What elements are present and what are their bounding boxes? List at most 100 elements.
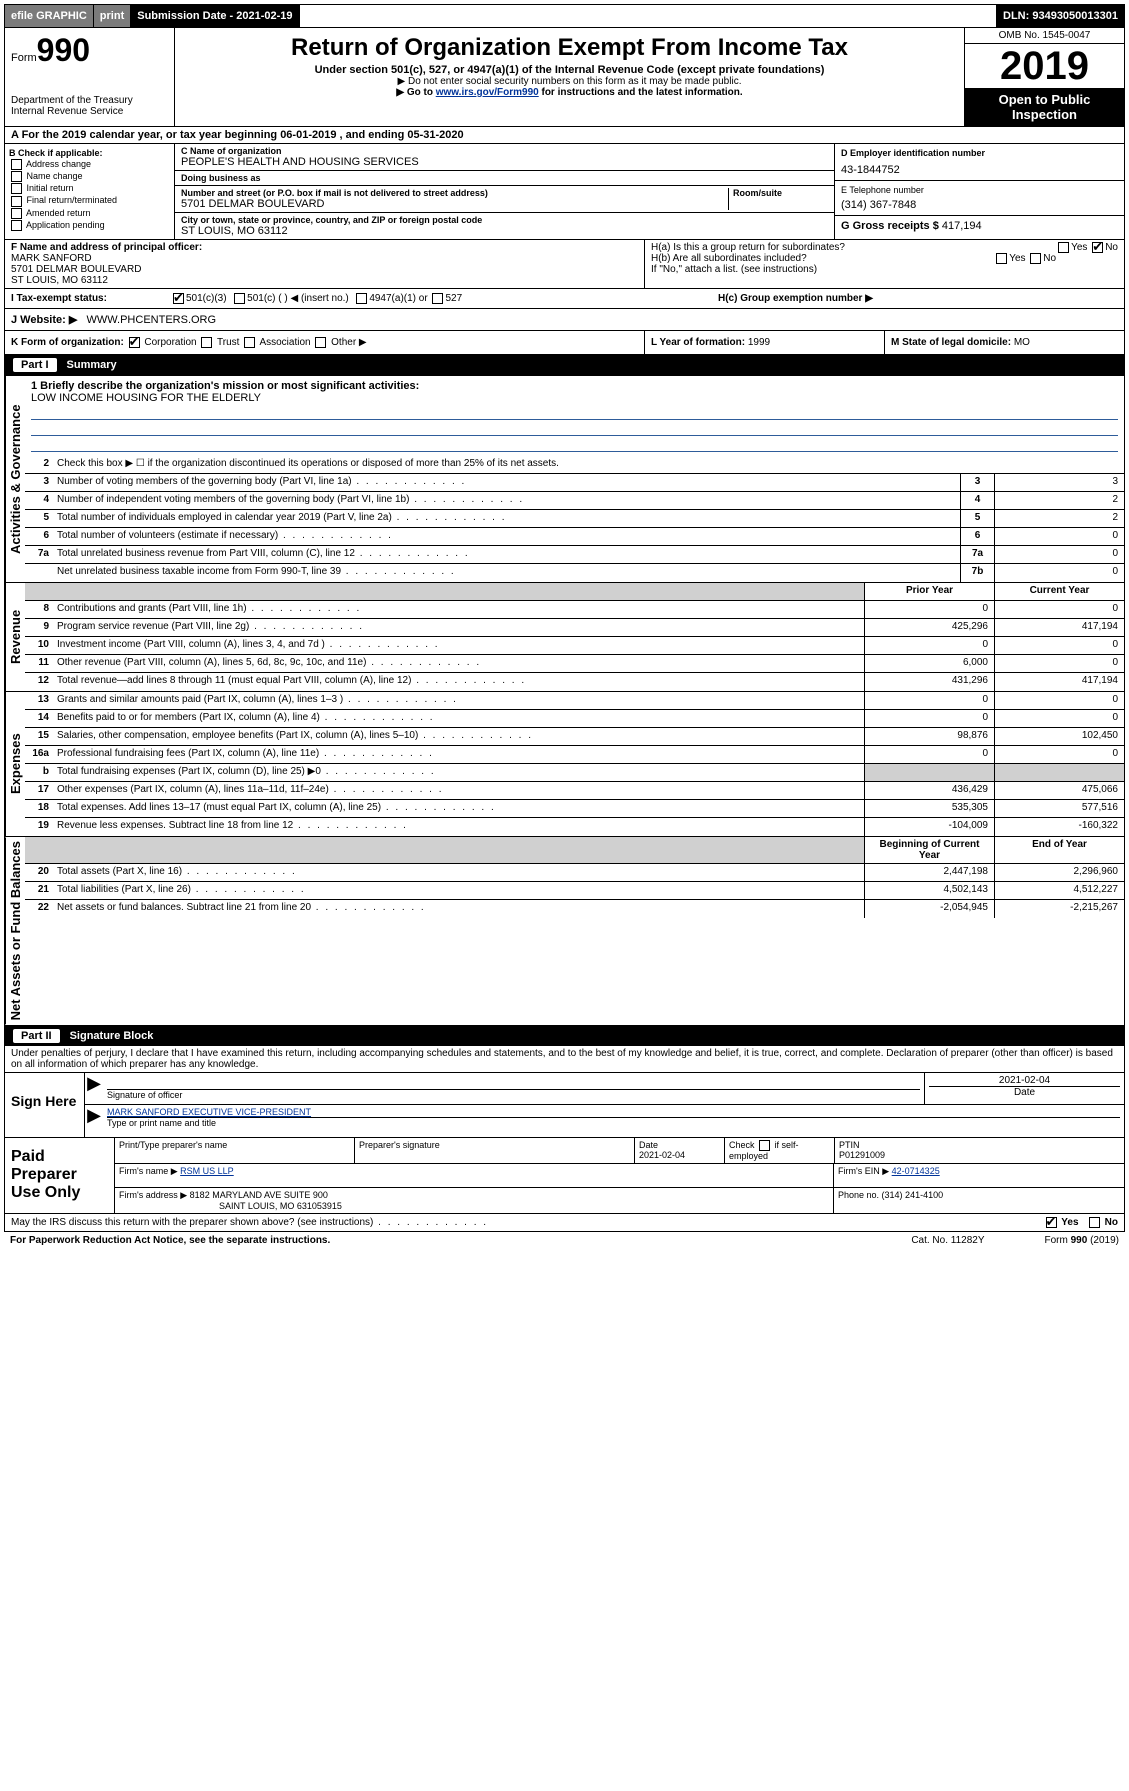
current-val: 0 (994, 601, 1124, 618)
phone: (314) 367-7848 (841, 199, 1118, 211)
table-row: 15Salaries, other compensation, employee… (25, 728, 1124, 746)
line-num: 16a (25, 746, 53, 763)
chk-501c3[interactable] (173, 293, 184, 304)
chk-selfemp[interactable] (759, 1140, 770, 1151)
sig-date: 2021-02-04 Date (924, 1073, 1124, 1104)
hb-yes-chk[interactable] (996, 253, 1007, 264)
line-num: 10 (25, 637, 53, 654)
line-text: Total number of volunteers (estimate if … (53, 528, 960, 545)
submission-date: Submission Date - 2021-02-19 (131, 5, 299, 27)
room-lbl: Room/suite (733, 188, 828, 198)
line-num: 15 (25, 728, 53, 745)
ha-yes-chk[interactable] (1058, 242, 1069, 253)
current-val: 4,512,227 (994, 882, 1124, 899)
prep-sig-lbl: Preparer's signature (355, 1138, 635, 1163)
chk-name-change[interactable]: Name change (9, 171, 170, 182)
preparer-label: Paid Preparer Use Only (5, 1138, 115, 1213)
form-number: Form990 (11, 32, 168, 69)
dln-text: DLN: 93493050013301 (1003, 10, 1118, 22)
l-val: 1999 (748, 337, 770, 348)
firm-ein-link[interactable]: 42-0714325 (892, 1166, 940, 1176)
chk-pending[interactable]: Application pending (9, 220, 170, 231)
hc-text: H(c) Group exemption number ▶ (718, 293, 873, 304)
prior-val: 535,305 (864, 800, 994, 817)
irs-link[interactable]: www.irs.gov/Form990 (436, 87, 539, 98)
efile-button[interactable]: efile GRAPHIC (5, 5, 94, 27)
chk-address-change[interactable]: Address change (9, 159, 170, 170)
chk-501c[interactable] (234, 293, 245, 304)
prior-val: 98,876 (864, 728, 994, 745)
mission-line (31, 420, 1118, 436)
cat-no: Cat. No. 11282Y (911, 1235, 984, 1246)
note2-pre: ▶ Go to (396, 87, 435, 98)
form-body: Form990 Department of the Treasury Inter… (4, 28, 1125, 1232)
prior-val: 425,296 (864, 619, 994, 636)
line-num: 19 (25, 818, 53, 836)
chk-527[interactable] (432, 293, 443, 304)
line-text: Net assets or fund balances. Subtract li… (53, 900, 864, 918)
org-name-lbl: C Name of organization (181, 146, 828, 156)
table-row: 18Total expenses. Add lines 13–17 (must … (25, 800, 1124, 818)
current-val (994, 764, 1124, 781)
website: WWW.PHCENTERS.ORG (87, 314, 217, 326)
current-val: -160,322 (994, 818, 1124, 836)
chk-4947[interactable] (356, 293, 367, 304)
line-val: 2 (994, 492, 1124, 509)
line-num: 21 (25, 882, 53, 899)
table-row: 5Total number of individuals employed in… (25, 510, 1124, 528)
line-val: 3 (994, 474, 1124, 491)
officer-name: MARK SANFORD (11, 253, 92, 264)
part1-header: Part I Summary (5, 354, 1124, 375)
m-val: MO (1014, 337, 1030, 348)
line-num: 14 (25, 710, 53, 727)
chk-trust[interactable] (201, 337, 212, 348)
prep-row2: Firm's name ▶ RSM US LLP Firm's EIN ▶ 42… (115, 1164, 1124, 1188)
dln: DLN: 93493050013301 (997, 5, 1124, 27)
firm-link[interactable]: RSM US LLP (180, 1166, 234, 1176)
box-h: H(a) Is this a group return for subordin… (644, 240, 1124, 288)
ha-no-chk[interactable] (1092, 242, 1103, 253)
line-text: Other revenue (Part VIII, column (A), li… (53, 655, 864, 672)
prior-val: -104,009 (864, 818, 994, 836)
line-key: 5 (960, 510, 994, 527)
k-o4: Other ▶ (331, 337, 366, 348)
checkbox-icon (11, 171, 22, 182)
i-o4: 527 (445, 293, 462, 304)
chk-other[interactable] (315, 337, 326, 348)
line-2: 2 Check this box ▶ ☐ if the organization… (25, 456, 1124, 474)
chk-amended[interactable]: Amended return (9, 208, 170, 219)
discuss-yes-chk[interactable] (1046, 1217, 1057, 1228)
arrow-icon: ▶ (85, 1073, 103, 1104)
officer-name-link[interactable]: MARK SANFORD EXECUTIVE VICE-PRESIDENT (107, 1107, 311, 1117)
line-text: Total liabilities (Part X, line 26) (53, 882, 864, 899)
opt-initial: Initial return (27, 183, 74, 193)
prior-val: 4,502,143 (864, 882, 994, 899)
chk-assoc[interactable] (244, 337, 255, 348)
sig-row1: ▶ Signature of officer 2021-02-04 Date (85, 1073, 1124, 1105)
chk-initial[interactable]: Initial return (9, 183, 170, 194)
prior-val: 6,000 (864, 655, 994, 672)
k-o2: Trust (217, 337, 239, 348)
chk-corp[interactable] (129, 337, 140, 348)
line-text: Number of independent voting members of … (53, 492, 960, 509)
line-val: 0 (994, 546, 1124, 563)
vtab-revenue: Revenue (5, 583, 25, 691)
line-text: Benefits paid to or for members (Part IX… (53, 710, 864, 727)
city-lbl: City or town, state or province, country… (181, 215, 828, 225)
sig-date-lbl: Date (929, 1086, 1120, 1098)
prior-val: 0 (864, 601, 994, 618)
chk-final[interactable]: Final return/terminated (9, 195, 170, 206)
box-m: M State of legal domicile: MO (884, 331, 1124, 354)
gross: 417,194 (942, 220, 982, 232)
print-button[interactable]: print (94, 5, 131, 27)
checkbox-icon (11, 183, 22, 194)
discuss-no-chk[interactable] (1089, 1217, 1100, 1228)
line-val: 0 (994, 528, 1124, 545)
current-val: 417,194 (994, 673, 1124, 691)
summary-governance: Activities & Governance 1 Briefly descri… (5, 375, 1124, 582)
phone-lbl: E Telephone number (841, 185, 1118, 195)
hb-no-chk[interactable] (1030, 253, 1041, 264)
sig-lbl: Signature of officer (107, 1089, 920, 1100)
vtab-expenses: Expenses (5, 692, 25, 836)
net-body: Beginning of Current Year End of Year 20… (25, 837, 1124, 1024)
